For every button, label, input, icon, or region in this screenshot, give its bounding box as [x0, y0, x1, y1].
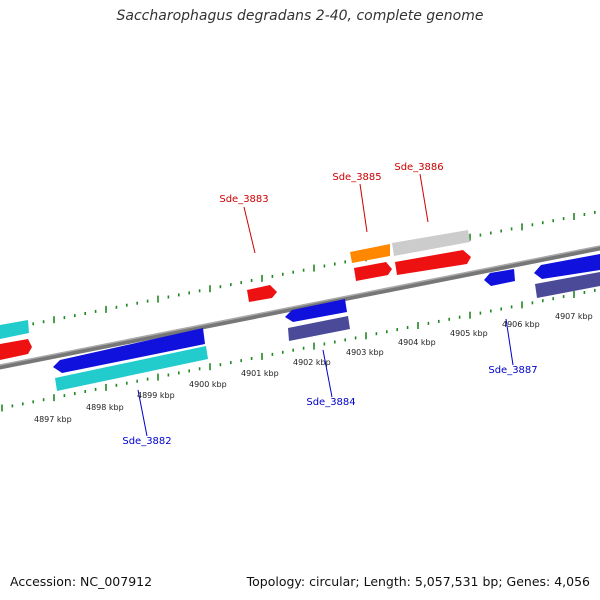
gene-arrow-sde-3886[interactable]: [395, 250, 471, 275]
leader-sde-3885: [359, 183, 368, 233]
leader-sde-3882: [137, 389, 148, 437]
gene-arrow-left-red[interactable]: [0, 339, 32, 360]
gene-arrow-sde-3885[interactable]: [354, 262, 392, 281]
gene-label-sde-3885[interactable]: Sde_3885: [332, 172, 381, 183]
gene-label-sde-3882[interactable]: Sde_3882: [122, 436, 171, 447]
leader-sde-3886: [419, 173, 429, 223]
gene-label-sde-3884[interactable]: Sde_3884: [306, 397, 355, 408]
gene-arrow-sde-3883[interactable]: [247, 285, 277, 302]
gene-arrow-right-blue[interactable]: [534, 254, 600, 279]
leader-sde-3887: [505, 318, 514, 366]
scale-tick-label: 4898 kbp: [86, 403, 124, 412]
gene-arrow-sde-3884[interactable]: [285, 299, 347, 322]
cds-slate-mid[interactable]: [288, 316, 350, 341]
cds-cyan-left[interactable]: [0, 320, 29, 339]
scale-tick-label: 4905 kbp: [450, 329, 488, 338]
scale-tick-label: 4897 kbp: [34, 415, 72, 424]
gene-label-sde-3887[interactable]: Sde_3887: [488, 365, 537, 376]
gene-label-sde-3883[interactable]: Sde_3883: [219, 194, 268, 205]
scale-tick-label: 4907 kbp: [555, 312, 593, 321]
leader-sde-3884: [322, 349, 333, 398]
genome-summary-text: Topology: circular; Length: 5,057,531 bp…: [246, 574, 590, 589]
gene-arrow-sde-3882[interactable]: [53, 328, 205, 373]
scale-tick-label: 4899 kbp: [137, 391, 175, 400]
leader-sde-3883: [243, 206, 256, 254]
genome-backbone-highlight: [0, 245, 600, 366]
scale-tick-label: 4900 kbp: [189, 380, 227, 389]
cds-cyan-bar[interactable]: [55, 346, 208, 391]
scale-tick-label: 4904 kbp: [398, 338, 436, 347]
cds-grey-bar[interactable]: [392, 230, 470, 256]
cds-slate-right[interactable]: [535, 272, 600, 298]
scale-tick-label: 4906 kbp: [502, 320, 540, 329]
scale-tick-label: 4903 kbp: [346, 348, 384, 357]
map-title: Saccharophagus degradans 2-40, complete …: [116, 8, 484, 24]
scale-tick-label: 4901 kbp: [241, 369, 279, 378]
tick-track-lower: [1, 288, 596, 412]
genome-backbone: [0, 245, 600, 370]
gene-label-sde-3886[interactable]: Sde_3886: [394, 162, 443, 173]
scale-tick-label: 4902 kbp: [293, 358, 331, 367]
orange-feature[interactable]: [350, 244, 390, 263]
accession-text: Accession: NC_007912: [10, 574, 153, 589]
gene-arrow-sde-3887[interactable]: [484, 269, 515, 286]
